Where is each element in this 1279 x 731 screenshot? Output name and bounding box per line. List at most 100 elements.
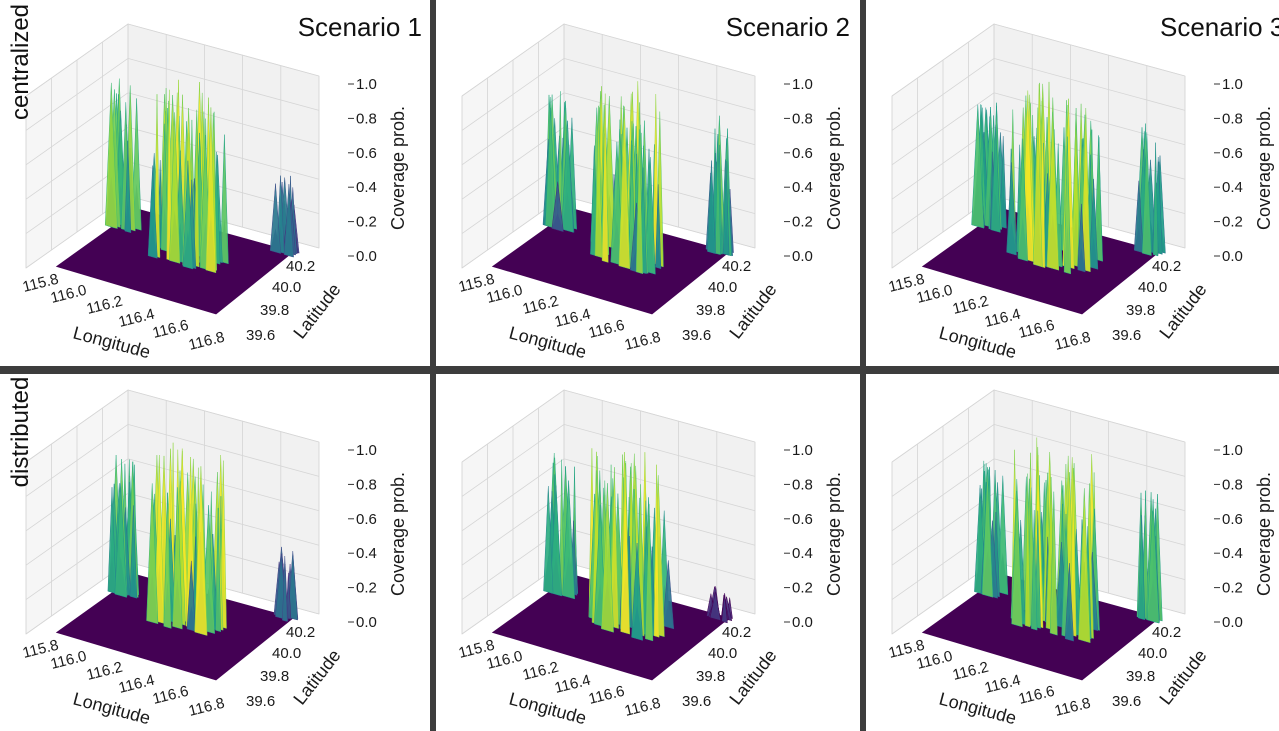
surface-spike <box>1133 180 1144 254</box>
z-tick-label: 0.0 <box>356 248 377 265</box>
surface-spike <box>1039 97 1046 269</box>
surface-spike <box>644 157 656 275</box>
surface-spike <box>1078 488 1091 644</box>
z-tick-label: 0.0 <box>792 614 813 631</box>
z-tick-label: 1.0 <box>1222 442 1243 459</box>
surface-spike <box>215 507 221 633</box>
z-tick-label: 0.6 <box>792 511 813 528</box>
z-tick-label: 0.0 <box>1222 248 1243 265</box>
z-tick-label: 1.0 <box>356 76 377 93</box>
surface-spike <box>163 492 172 629</box>
surface-spike <box>283 184 294 258</box>
surface-spike <box>146 483 159 625</box>
surface-spike <box>147 165 158 259</box>
surface-spike <box>562 480 575 600</box>
surface-spike <box>1063 136 1071 275</box>
z-tick-label: 0.4 <box>356 545 377 562</box>
row-label: centralized <box>7 4 34 120</box>
surface-spike <box>1152 142 1159 257</box>
x-tick-label: 116.6 <box>1017 317 1056 342</box>
surface-spike <box>287 550 298 621</box>
surface-spike <box>169 112 181 264</box>
x-axis-label: Longitude <box>71 689 153 729</box>
z-tick-label: 0.2 <box>356 214 377 231</box>
surface-spike <box>662 560 675 630</box>
y-tick-label: 39.6 <box>682 693 711 710</box>
z-tick-label: 0.2 <box>356 580 377 597</box>
surface-spike <box>971 104 985 229</box>
surface-spike <box>620 463 630 635</box>
z-tick-label: 0.8 <box>1222 476 1243 493</box>
y-tick-label: 39.8 <box>696 668 725 685</box>
surface-spike <box>549 485 563 597</box>
x-tick-label: 116.8 <box>1053 695 1092 720</box>
z-tick-label: 0.4 <box>356 179 377 196</box>
surface-spike <box>722 161 730 256</box>
y-tick-label: 39.8 <box>696 302 725 319</box>
row-divider <box>0 366 1279 374</box>
surface-spike <box>1006 162 1017 256</box>
x-tick-label: 116.8 <box>1053 329 1092 354</box>
y-tick-label: 40.0 <box>1138 279 1167 296</box>
y-tick-label: 39.6 <box>246 327 275 344</box>
y-tick-label: 39.8 <box>1126 302 1155 319</box>
z-tick-label: 0.2 <box>792 580 813 597</box>
z-tick-label: 0.4 <box>792 179 813 196</box>
z-tick-label: 0.4 <box>792 545 813 562</box>
surface-spike <box>1080 107 1091 273</box>
x-tick-label: 116.6 <box>587 683 626 708</box>
y-tick-label: 40.2 <box>722 624 751 641</box>
y-tick-label: 40.0 <box>272 279 301 296</box>
surface-spike <box>1017 138 1028 262</box>
surface-spike <box>1146 499 1160 624</box>
surface-spike <box>561 120 574 233</box>
x-axis-label: Longitude <box>937 323 1019 363</box>
z-tick-label: 1.0 <box>1222 76 1243 93</box>
y-tick-label: 39.6 <box>246 693 275 710</box>
column-title: Scenario 2 <box>726 12 850 42</box>
y-tick-label: 39.8 <box>1126 668 1155 685</box>
surface-spike <box>1033 107 1043 268</box>
x-axis-label: Longitude <box>507 689 589 729</box>
surface-spike <box>594 105 603 259</box>
row-label: distributed <box>7 377 34 488</box>
surface-spike <box>1141 132 1152 256</box>
z-tick-label: 0.8 <box>792 110 813 127</box>
column-divider <box>860 0 866 731</box>
surface-spike <box>1064 563 1074 642</box>
surface-spike <box>707 160 716 255</box>
z-tick-label: 0.2 <box>1222 214 1243 231</box>
z-tick-label: 1.0 <box>792 76 813 93</box>
y-tick-label: 39.6 <box>1112 327 1141 344</box>
surface-spike <box>205 107 217 274</box>
surface-spike <box>990 124 1001 233</box>
z-tick-label: 0.0 <box>792 248 813 265</box>
y-tick-label: 40.0 <box>272 645 301 662</box>
y-tick-label: 40.2 <box>722 258 751 275</box>
surface-spike <box>715 134 721 256</box>
z-tick-label: 0.6 <box>356 511 377 528</box>
y-tick-label: 40.0 <box>708 645 737 662</box>
surface-spike <box>545 107 557 229</box>
x-tick-label: 116.6 <box>587 317 626 342</box>
z-axis-label: Coverage prob. <box>824 472 844 596</box>
surface-spike <box>269 183 281 254</box>
surface-spike <box>194 466 208 636</box>
surface-spike <box>129 505 138 599</box>
surface-spike <box>543 486 554 594</box>
surface-spike <box>631 542 643 641</box>
surface-spike <box>124 140 132 234</box>
x-tick-label: 116.8 <box>187 329 226 354</box>
surface-spike <box>645 504 654 642</box>
z-tick-label: 0.6 <box>792 145 813 162</box>
surface-spike <box>1077 203 1086 273</box>
z-axis-label: Coverage prob. <box>388 106 408 230</box>
surface-spike <box>635 129 644 275</box>
surface-spike <box>220 134 229 265</box>
surface-spike <box>1049 491 1058 636</box>
